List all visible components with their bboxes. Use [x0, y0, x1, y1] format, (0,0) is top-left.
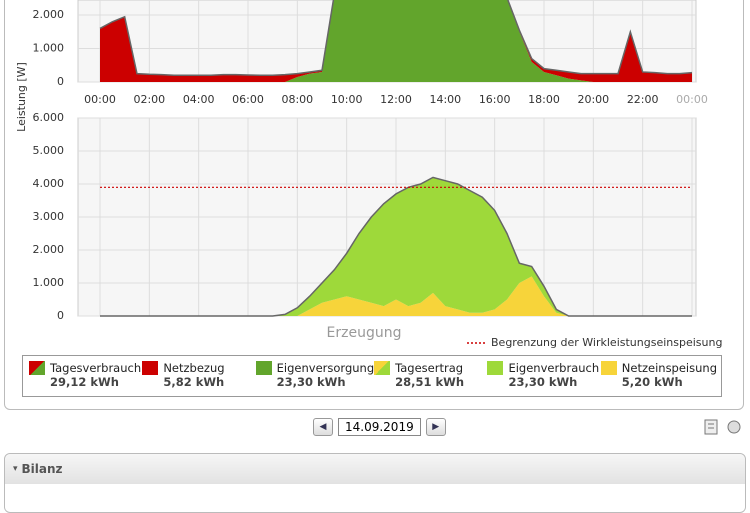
legend-total: 23,30 kWh [508, 375, 578, 389]
x-tick-label: 04:00 [183, 93, 215, 106]
x-tick-label: 18:00 [528, 93, 560, 106]
legend-item: Netzeinspeisung 5,20 kWh [600, 361, 717, 396]
panel-title: Bilanz [21, 462, 63, 476]
y-tick-label: 0 [57, 75, 64, 88]
legend-total: 23,30 kWh [276, 375, 346, 389]
legend-item: Tagesertrag 28,51 kWh [374, 361, 487, 396]
page: 0 1.000 2.000 00:00 02:00 04:00 06:00 08:00 10:0… [4, 0, 746, 513]
legend-total: 5,20 kWh [621, 375, 683, 389]
legend-name: Netzbezug [163, 361, 225, 375]
x-tick-label: 20:00 [577, 93, 609, 106]
x-tick-label: 06:00 [232, 93, 264, 106]
series-group [99, 0, 693, 82]
x-tick-label: 00:00 [84, 93, 116, 106]
series-group [100, 176, 692, 317]
x-tick-label: 08:00 [281, 93, 313, 106]
area [100, 177, 692, 316]
y-tick-label: 3.000 [33, 210, 65, 223]
legend-name: Eigenverbrauch [508, 361, 600, 375]
x-tick-label: 12:00 [380, 93, 412, 106]
y-tick-label: 2.000 [33, 8, 65, 21]
y-tick-label: 2.000 [33, 243, 65, 256]
y-tick-label: 5.000 [33, 144, 65, 157]
area [100, 0, 692, 82]
panel-header[interactable]: ▾ Bilanz [5, 454, 745, 484]
legend: Tagesverbrauch 29,12 kWh Netzbezug 5,82 kW… [22, 355, 722, 397]
legend-total: 28,51 kWh [395, 375, 465, 389]
legend-item: Eigenverbrauch 23,30 kWh [487, 361, 600, 396]
toolbar-icons [704, 419, 741, 435]
x-tick-label: 22:00 [627, 93, 659, 106]
area [100, 276, 692, 316]
legend-name: Netzeinspeisung [621, 361, 717, 375]
area [100, 0, 692, 82]
prev-button[interactable]: ◀ [313, 418, 333, 436]
charts: 0 1.000 2.000 00:00 02:00 04:00 06:00 08:00 10:0… [15, 0, 722, 349]
x-tick-label: 14:00 [429, 93, 461, 106]
legend-name: Tagesverbrauch [50, 361, 142, 375]
y-tick-label: 1.000 [33, 42, 65, 55]
legend-item: Netzbezug 5,82 kWh [142, 361, 255, 396]
legend-total: 29,12 kWh [50, 375, 119, 389]
limit-legend-label: Begrenzung der Wirkleistungseinspeisung [491, 336, 722, 349]
y-tick-label: 4.000 [33, 177, 65, 190]
date-field[interactable]: 14.09.2019 [338, 418, 421, 436]
date-nav: ◀ 14.09.2019 ▶ [313, 418, 446, 436]
x-tick-label: 00:00 [676, 93, 708, 106]
y-tick-label: 6.000 [33, 111, 65, 124]
legend-item: Tagesverbrauch 29,12 kWh [29, 361, 142, 396]
x-tick-label: 16:00 [479, 93, 511, 106]
y-tick-label: 0 [57, 309, 64, 322]
outline [100, 176, 692, 317]
x-tick-label: 10:00 [331, 93, 363, 106]
y-tick-label: 1.000 [33, 276, 65, 289]
legend-name: Eigenversorgung [276, 361, 375, 375]
export-icon[interactable] [704, 419, 718, 435]
settings-icon[interactable] [727, 420, 741, 434]
legend-total: 5,82 kWh [163, 375, 225, 389]
bilanz-panel: ▾ Bilanz [4, 453, 746, 513]
legend-name: Tagesertrag [395, 361, 464, 375]
outline [99, 0, 693, 77]
x-tick-label: 02:00 [133, 93, 165, 106]
y-axis-label: Leistung [W] [15, 62, 28, 132]
next-button[interactable]: ▶ [425, 418, 446, 436]
x-axis-label: Erzeugung [327, 325, 402, 341]
legend-item: Eigenversorgung 23,30 kWh [255, 361, 375, 396]
